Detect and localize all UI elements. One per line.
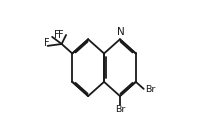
Text: F: F — [58, 30, 63, 40]
Text: N: N — [117, 27, 125, 37]
Text: F: F — [54, 30, 60, 40]
Text: F: F — [44, 38, 50, 48]
Text: Br: Br — [115, 105, 125, 114]
Text: Br: Br — [145, 85, 155, 94]
